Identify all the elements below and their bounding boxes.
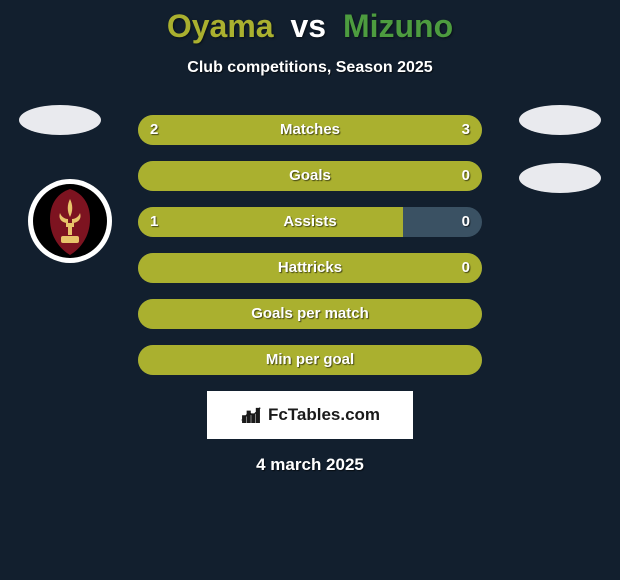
watermark: FcTables.com bbox=[207, 391, 413, 439]
comparison-card: Oyama vs Mizuno Club competitions, Seaso… bbox=[0, 0, 620, 580]
footer-date: 4 march 2025 bbox=[0, 455, 620, 475]
stat-value-right: 0 bbox=[462, 207, 470, 237]
stat-fill-left bbox=[138, 299, 482, 329]
player-a-name: Oyama bbox=[167, 8, 274, 44]
stat-fill-left bbox=[138, 253, 482, 283]
stat-row: Assists10 bbox=[138, 207, 482, 237]
player-a-avatar-placeholder bbox=[19, 105, 101, 135]
stat-fill-left bbox=[138, 115, 276, 145]
watermark-text: FcTables.com bbox=[268, 405, 380, 425]
stat-row: Min per goal bbox=[138, 345, 482, 375]
stat-fill-right bbox=[276, 115, 482, 145]
player-b-avatar-placeholder-2 bbox=[519, 163, 601, 193]
stat-fill-left bbox=[138, 345, 482, 375]
oval-placeholder-icon bbox=[519, 163, 601, 193]
oval-placeholder-icon bbox=[19, 105, 101, 135]
oval-placeholder-icon bbox=[519, 105, 601, 135]
player-b-name: Mizuno bbox=[343, 8, 453, 44]
stat-row: Matches23 bbox=[138, 115, 482, 145]
page-title: Oyama vs Mizuno bbox=[0, 0, 620, 45]
bar-chart-icon bbox=[240, 404, 262, 426]
fleur-de-lis-badge-icon bbox=[28, 179, 112, 263]
stats-area: Matches23 Goals0 Assists10 Hattricks0 Goals … bbox=[0, 115, 620, 375]
stat-row: Hattricks0 bbox=[138, 253, 482, 283]
stat-fill-left bbox=[138, 161, 482, 191]
stat-fill-left bbox=[138, 207, 403, 237]
stat-row: Goals0 bbox=[138, 161, 482, 191]
vs-separator: vs bbox=[290, 8, 326, 44]
stat-bars: Matches23 Goals0 Assists10 Hattricks0 Goals … bbox=[138, 115, 482, 375]
subtitle: Club competitions, Season 2025 bbox=[0, 59, 620, 77]
player-b-avatar-placeholder-1 bbox=[519, 105, 601, 135]
stat-row: Goals per match bbox=[138, 299, 482, 329]
club-badge bbox=[28, 179, 112, 263]
